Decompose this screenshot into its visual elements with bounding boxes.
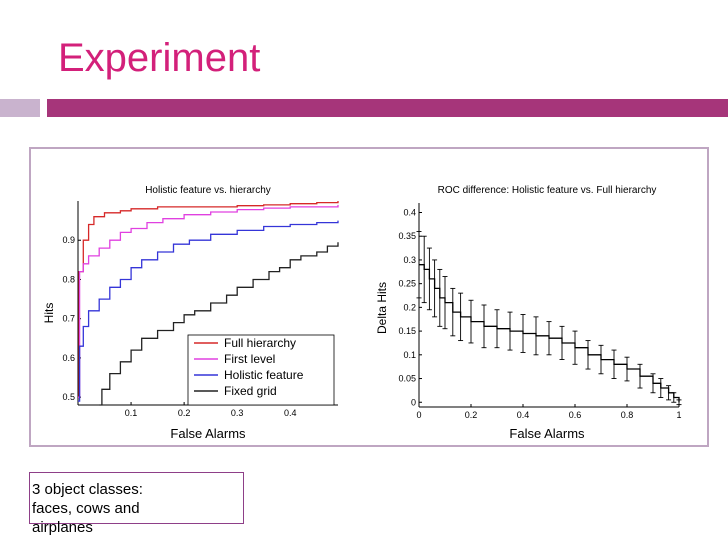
chart1-series-1-line (78, 201, 339, 398)
chart1-ylabel: Hits (42, 303, 56, 324)
title-underline-accent-right (47, 99, 728, 117)
slide-title: Experiment (58, 36, 261, 80)
chart1-y-tick-label: 0.9 (62, 235, 75, 245)
chart2-y-tick-label: 0 (411, 397, 416, 407)
chart1-series-2-line (78, 204, 339, 398)
callout-text: 3 object classes: faces, cows and airpla… (32, 481, 143, 536)
chart2-y-tick-label: 0.15 (398, 326, 416, 336)
chart1-x-tick-label: 0.1 (125, 408, 138, 418)
chart1-y-tick-label: 0.5 (62, 392, 75, 402)
chart2-y-tick-label: 0.2 (403, 302, 416, 312)
chart1-x-tick-label: 0.2 (178, 408, 191, 418)
title-underline-accent-left (0, 99, 40, 117)
chart1-xlabel: False Alarms (170, 426, 246, 441)
chart1-title: Holistic feature vs. hierarchy (145, 185, 271, 196)
chart2-y-tick-label: 0.05 (398, 374, 416, 384)
roc-difference-chart: ROC difference: Holistic feature vs. Ful… (375, 185, 682, 441)
chart2-y-tick-label: 0.4 (403, 207, 416, 217)
chart1-plot-area: 0.1 0.2 0.3 0.4 0.5 0.6 0.7 0.8 0.9 Full hierarch… (62, 201, 339, 418)
chart1-y-tick-label: 0.6 (62, 353, 75, 363)
chart2-x-tick-label: 1 (676, 410, 681, 420)
chart2-y-tick-label: 0.3 (403, 255, 416, 265)
chart2-title: ROC difference: Holistic feature vs. Ful… (438, 185, 657, 196)
chart2-x-tick-label: 0.6 (569, 410, 582, 420)
chart1-series-4-line (99, 242, 339, 406)
chart1-legend-label: Fixed grid (224, 384, 277, 398)
chart2-x-tick-label: 0.4 (517, 410, 530, 420)
chart1-legend-label: Holistic feature (224, 368, 304, 382)
chart2-y-tick-label: 0.35 (398, 231, 416, 241)
chart2-x-tick-label: 0 (416, 410, 421, 420)
chart2-xlabel: False Alarms (509, 426, 585, 441)
chart2-x-tick-label: 0.2 (465, 410, 478, 420)
chart1-x-tick-label: 0.3 (231, 408, 244, 418)
chart1-y-tick-label: 0.7 (62, 314, 75, 324)
chart1-y-tick-label: 0.8 (62, 274, 75, 284)
chart1-legend-label: Full hierarchy (224, 336, 296, 350)
chart1-legend-label: First level (224, 352, 275, 366)
chart1-legend-box (187, 334, 335, 406)
roc-chart: Holistic feature vs. hierarchy False Ala… (42, 185, 339, 441)
chart2-plot-area: 0 0.2 0.4 0.6 0.8 1 0 0.05 0.1 0.15 0.2 0.25 0.3 0.35… (398, 203, 682, 420)
chart1-x-tick-label: 0.4 (284, 408, 297, 418)
chart2-x-tick-label: 0.8 (621, 410, 634, 420)
chart2-y-tick-label: 0.1 (403, 350, 416, 360)
figure-frame (29, 147, 709, 447)
chart2-y-tick-label: 0.25 (398, 279, 416, 289)
callout-box (29, 472, 244, 524)
chart1-series-3-line (78, 220, 339, 402)
chart2-ylabel: Delta Hits (375, 282, 389, 334)
